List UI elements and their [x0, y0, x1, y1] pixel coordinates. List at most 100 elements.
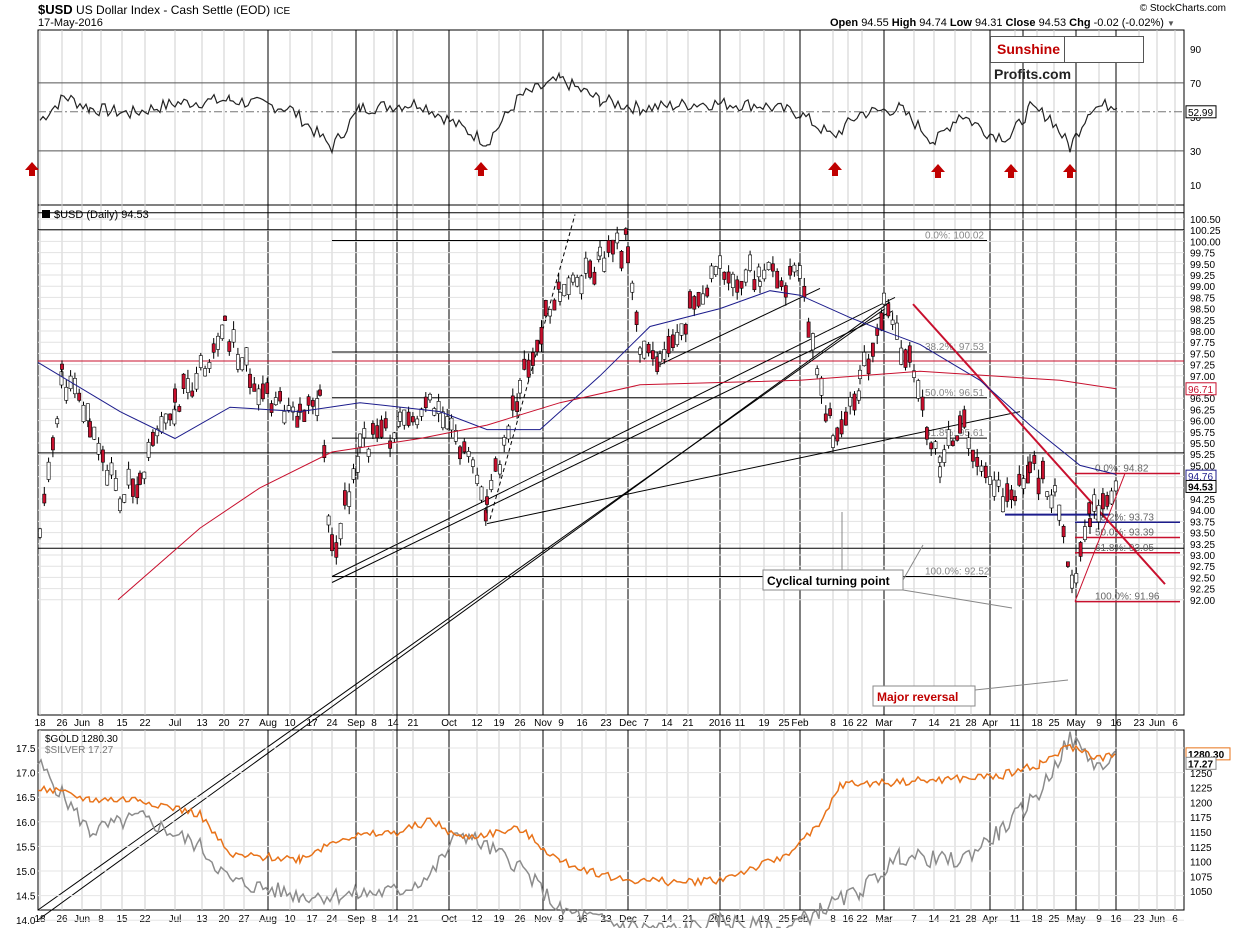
candle-body — [216, 335, 220, 350]
candle-body — [330, 534, 334, 552]
x-tick-label: 16 — [576, 914, 588, 925]
rsi-tick-label: 70 — [1190, 79, 1202, 90]
chg-label: Chg — [1069, 17, 1091, 29]
logo-sunshine: Sunshine — [991, 37, 1066, 62]
candle-body — [566, 277, 571, 295]
candle-body — [882, 292, 886, 305]
x-tick-label: 22 — [856, 914, 868, 925]
ma50-line — [37, 290, 1117, 475]
candle-body — [696, 292, 701, 307]
x-tick-label: 18 — [34, 718, 46, 729]
candle-body — [410, 416, 415, 423]
candle-body — [351, 468, 356, 480]
candle-body — [823, 413, 828, 422]
fib-lower-label: 61.8%: 93.05 — [1095, 543, 1154, 554]
candle-body — [1017, 473, 1022, 486]
candle-body — [282, 411, 287, 424]
x-tick-label: 28 — [965, 914, 977, 925]
long-trend-line — [37, 301, 891, 921]
price-tick-label: 92.25 — [1190, 585, 1215, 596]
candle-body — [700, 293, 705, 305]
candle-body — [634, 311, 639, 325]
chevron-down-icon[interactable]: ▼ — [1167, 19, 1175, 28]
candle-body — [135, 484, 140, 499]
x-tick-label: 16 — [842, 718, 854, 729]
price-tick-label: 92.00 — [1190, 596, 1215, 607]
candle-body — [1032, 455, 1037, 464]
candle-body — [322, 445, 327, 459]
major-reversal-callout-box — [872, 685, 976, 707]
candle-body — [358, 433, 362, 448]
callout-pointer — [902, 544, 924, 581]
candle-body — [1105, 495, 1110, 507]
candle-body — [458, 446, 462, 460]
candle-body — [1053, 485, 1057, 493]
candle-body — [924, 427, 929, 440]
candle-body — [55, 418, 60, 425]
x-tick-label: Oct — [441, 718, 457, 729]
red-up-arrow-icon — [1063, 164, 1077, 178]
candle-body — [113, 478, 118, 491]
candle-body — [1088, 518, 1092, 527]
candle-body — [662, 349, 667, 360]
candle-body — [655, 356, 660, 372]
candle-body — [675, 332, 680, 346]
x-tick-label: 21 — [407, 718, 419, 729]
candle-body — [260, 383, 265, 400]
candle-body — [436, 401, 441, 415]
silver-tick-label: 16.5 — [16, 793, 36, 804]
candle-body — [42, 493, 47, 504]
x-tick-label: 18 — [1031, 914, 1043, 925]
rsi-line — [39, 71, 1118, 155]
candle-body — [726, 271, 731, 284]
trend-line — [659, 287, 821, 366]
candle-body — [60, 363, 64, 370]
x-tick-label: 8 — [98, 914, 104, 925]
candle-body — [445, 416, 450, 430]
candle-body — [831, 435, 835, 448]
candle-body — [240, 357, 245, 371]
candle-body — [38, 528, 42, 538]
candle-body — [122, 494, 127, 503]
candle-body — [562, 283, 567, 297]
x-tick-label: 26 — [514, 914, 526, 925]
candle-body — [623, 228, 628, 235]
candle-body — [181, 373, 186, 389]
candle-body — [515, 401, 520, 412]
x-tick-label: 20 — [218, 718, 230, 729]
candle-body — [979, 465, 984, 472]
candle-body — [920, 396, 925, 411]
price-tick-label: 96.50 — [1190, 394, 1215, 405]
candle-body — [806, 321, 811, 338]
candle-body — [916, 380, 921, 399]
x-tick-label: 10 — [284, 914, 296, 925]
price-tick-label: 99.75 — [1190, 249, 1215, 260]
candle-body — [570, 274, 575, 283]
candle-body — [899, 347, 904, 365]
silver-line — [37, 731, 1116, 928]
x-tick-label: 25 — [778, 914, 790, 925]
silver-tick-label: 17.5 — [16, 744, 36, 755]
x-tick-label: 22 — [139, 718, 151, 729]
candle-body — [101, 449, 105, 463]
price-tick-label: 94.25 — [1190, 495, 1215, 506]
callout-pointer — [974, 679, 1069, 691]
candle-body — [642, 340, 647, 359]
x-tick-label: 23 — [600, 718, 612, 729]
fib-upper-label: 61.8%: 95.61 — [925, 428, 984, 439]
candle-body — [1013, 496, 1017, 502]
candle-body — [423, 396, 428, 408]
candle-body — [355, 456, 360, 473]
gold-value-label: 1280.30 — [1188, 750, 1225, 761]
candle-body — [996, 479, 1001, 487]
long-trend-line — [37, 308, 886, 911]
candle-body — [146, 442, 151, 458]
candle-body — [220, 324, 225, 339]
candle-body — [347, 491, 352, 507]
fib-lower-label: 0.0%: 94.82 — [1095, 463, 1149, 474]
candle-body — [955, 435, 960, 441]
candle-body — [819, 377, 824, 396]
logo-profits: Profits.com — [994, 66, 1072, 82]
candle-body — [526, 359, 531, 378]
gold-tick-label: 1075 — [1190, 872, 1213, 883]
